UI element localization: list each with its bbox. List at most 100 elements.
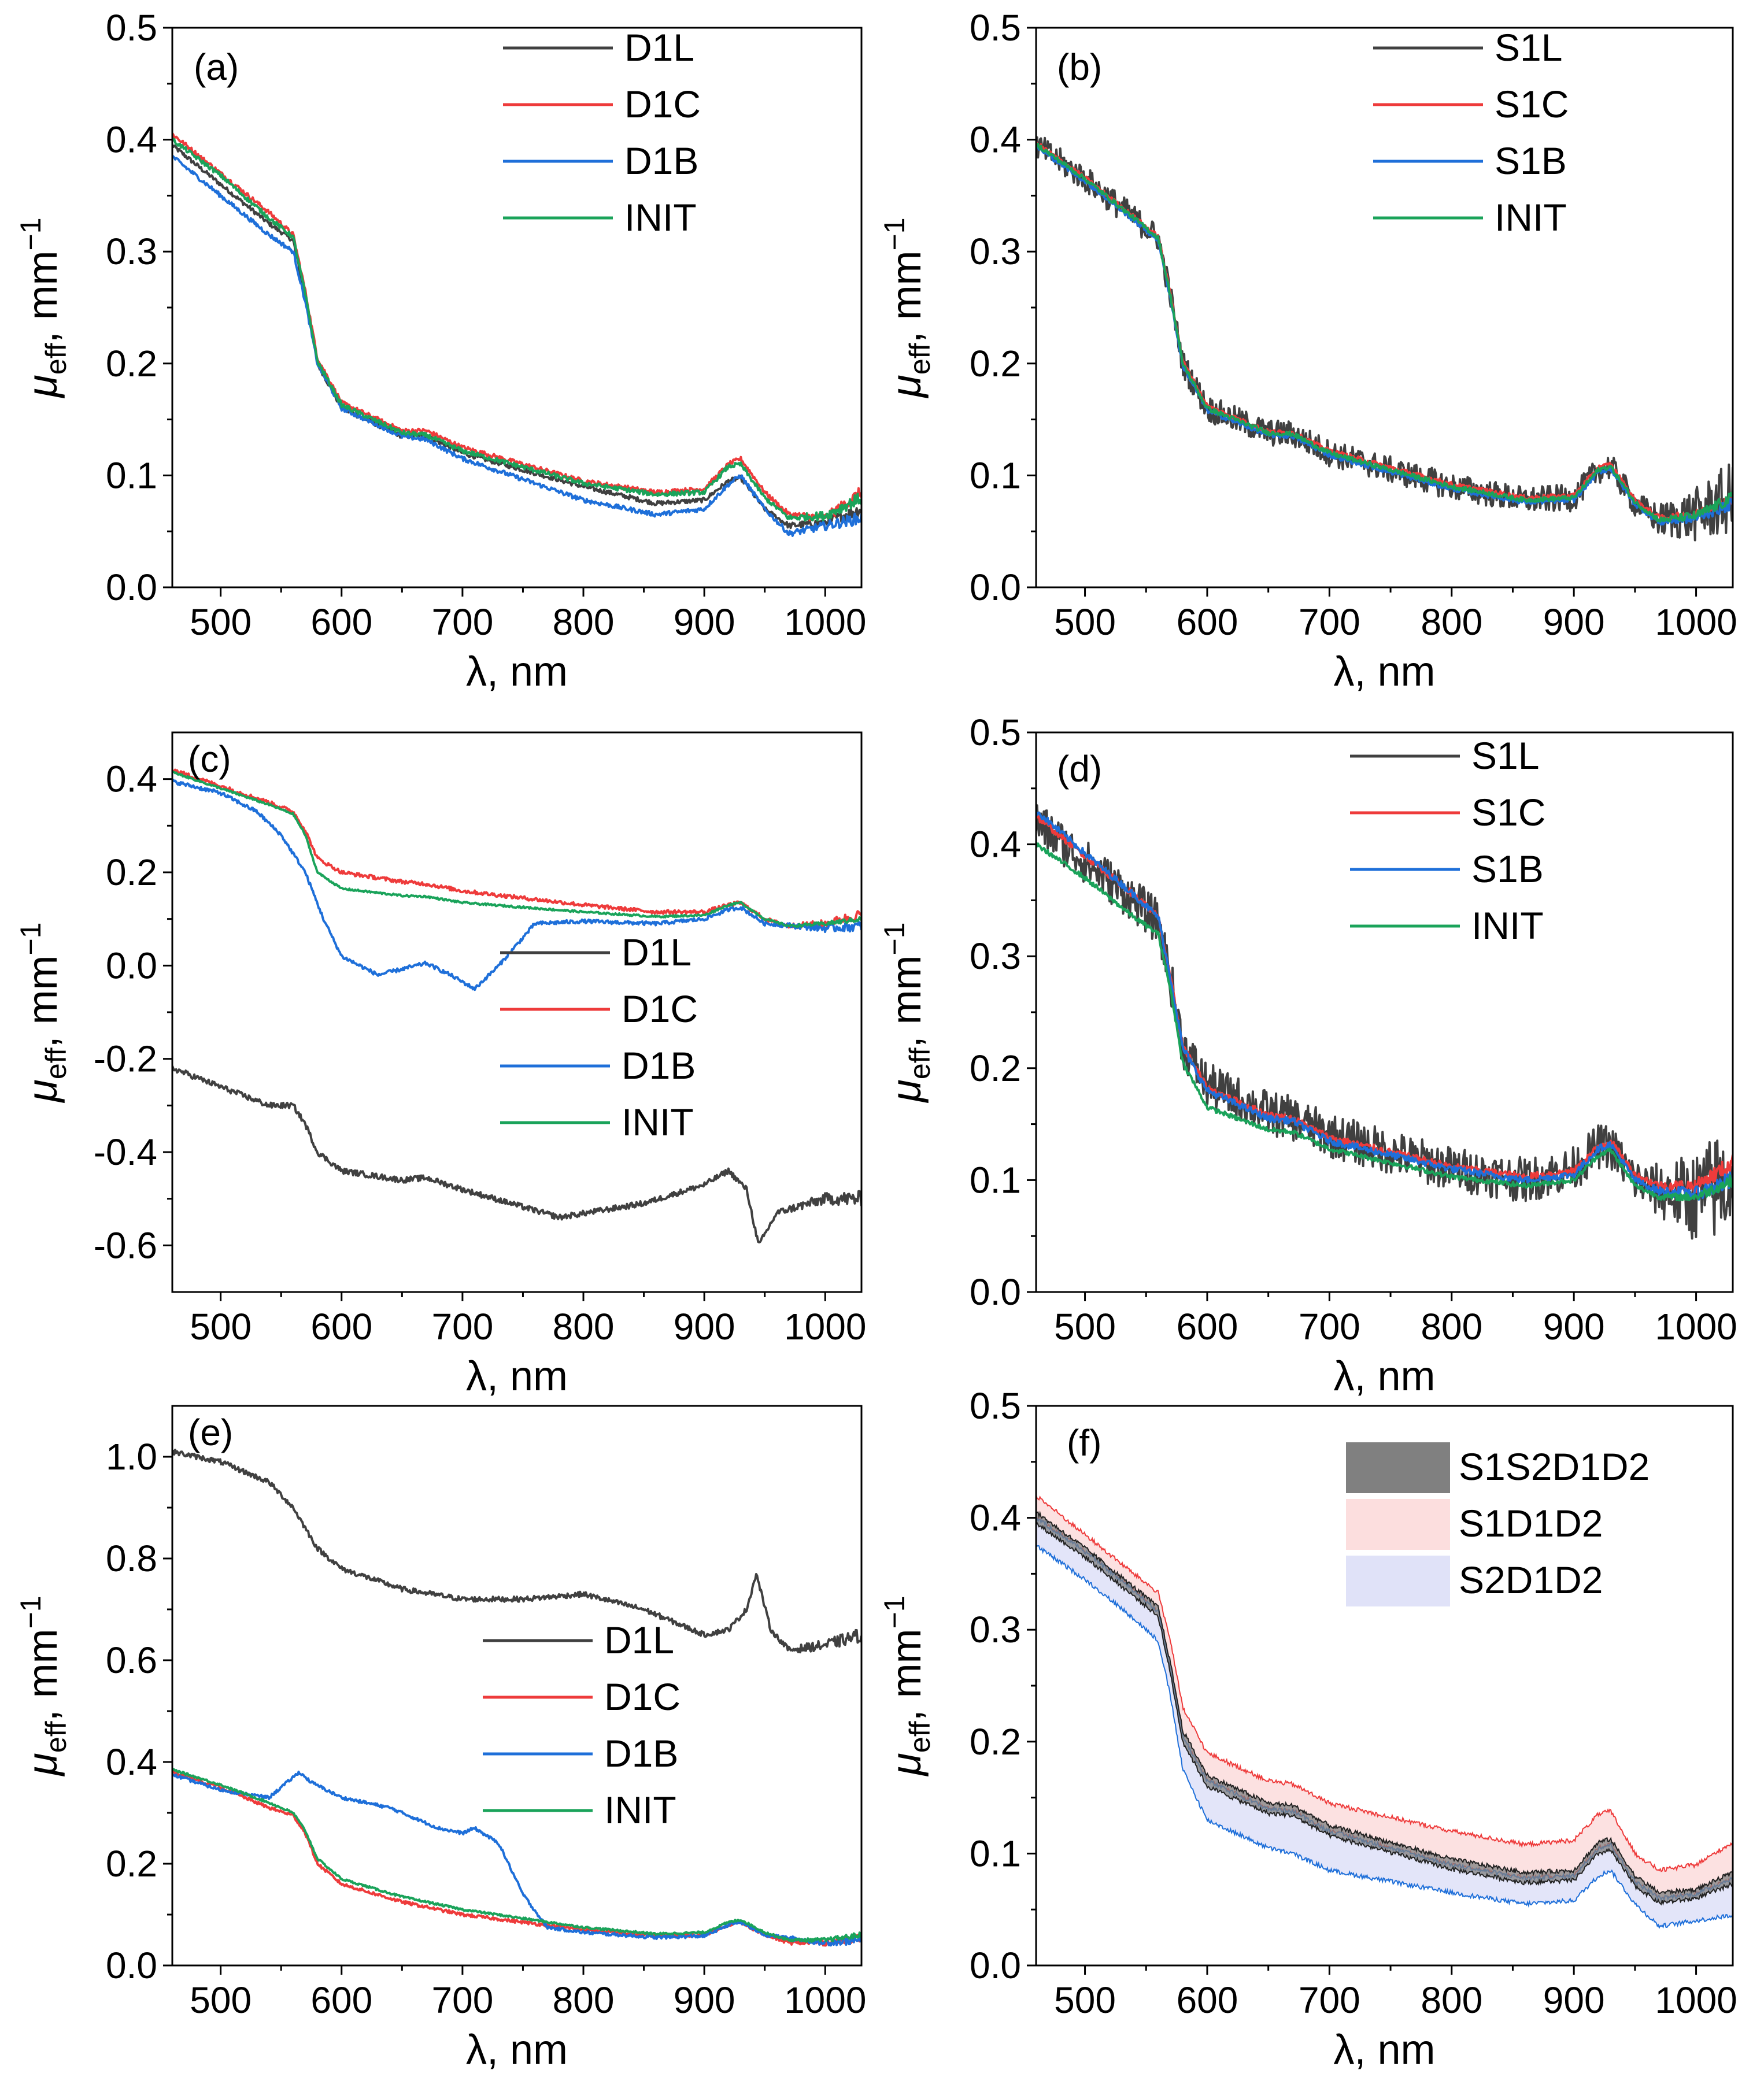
x-tick-label: 500 xyxy=(190,601,252,643)
y-tick-label: 0.0 xyxy=(970,1945,1021,1986)
y-tick-label: 0.3 xyxy=(970,1609,1021,1650)
legend-entry: INIT xyxy=(622,1101,694,1143)
plot-area-a xyxy=(172,132,861,537)
y-tick-label: 0.1 xyxy=(970,454,1021,496)
legend-entry: D1C xyxy=(622,987,698,1030)
x-tick-label: 800 xyxy=(553,1979,615,2021)
legend-entry: INIT xyxy=(624,196,697,239)
x-tick-label: 500 xyxy=(1054,1979,1116,2021)
y-tick-label: 0.5 xyxy=(970,1385,1021,1427)
x-tick-label: 800 xyxy=(1421,601,1482,643)
y-tick-label: 0.2 xyxy=(106,1843,157,1885)
legend-entry: S1L xyxy=(1471,734,1539,777)
y-tick-label: -0.4 xyxy=(94,1131,157,1173)
x-tick-label: 700 xyxy=(1299,601,1360,643)
y-tick-label: 0.2 xyxy=(970,1047,1021,1089)
y-axis-label: μeff, mm−1 xyxy=(878,1595,936,1776)
y-axis-label: μeff, mm−1 xyxy=(14,1595,72,1776)
panel-label: (d) xyxy=(1057,748,1102,790)
x-tick-label: 1000 xyxy=(784,1979,866,2021)
plot-area-d xyxy=(1036,804,1733,1240)
y-tick-label: 0.2 xyxy=(970,343,1021,384)
series-D1C xyxy=(172,132,861,521)
x-tick-label: 1000 xyxy=(1655,601,1737,643)
x-tick-label: 800 xyxy=(553,601,615,643)
y-tick-label: -0.6 xyxy=(94,1224,157,1266)
band-lower-S1S2D1D2 xyxy=(1036,1522,1733,1906)
axes-frame-e xyxy=(171,1405,863,1967)
x-tick-label: 700 xyxy=(1299,1979,1360,2021)
legend: S1S2D1D2 S1D1D2 S2D1D2 xyxy=(1346,1442,1650,1606)
series-INIT xyxy=(172,138,861,522)
panel-f: 500 600 700 800 900 1000 0.0 0.1 0.2 0.3 0.4 0.5 λ, … xyxy=(878,1385,1737,2073)
plot-area-c xyxy=(172,768,861,1243)
x-tick-label: 600 xyxy=(310,1306,372,1347)
x-axis-label: λ, nm xyxy=(466,649,568,695)
band-upper-S1S2D1D2 xyxy=(1036,1511,1733,1896)
legend-swatch xyxy=(1346,1442,1450,1493)
legend-entry: D1B xyxy=(604,1732,678,1775)
axes-frame-a xyxy=(171,27,863,588)
y-tick-label: 0.2 xyxy=(106,343,157,384)
x-tick-label: 600 xyxy=(1177,1979,1238,2021)
y-tick-label: 0.2 xyxy=(106,852,157,893)
x-tick-label: 600 xyxy=(1177,601,1238,643)
y-tick-label: 0.1 xyxy=(106,454,157,496)
x-tick-label: 700 xyxy=(1299,1306,1360,1347)
x-tick-label: 600 xyxy=(310,601,372,643)
legend: D1L D1C D1B INIT xyxy=(483,1619,681,1831)
x-axis-label: λ, nm xyxy=(1333,649,1435,695)
x-tick-label: 700 xyxy=(432,1306,494,1347)
legend-entry: S1B xyxy=(1471,847,1544,890)
series-INIT xyxy=(172,1768,861,1943)
legend-entry: S1S2D1D2 xyxy=(1459,1445,1650,1488)
x-tick-label: 1000 xyxy=(1655,1979,1737,2021)
x-tick-label: 600 xyxy=(1177,1306,1238,1347)
x-tick-label: 500 xyxy=(1054,1306,1116,1347)
x-tick-label: 1000 xyxy=(784,1306,866,1347)
panel-e: 500 600 700 800 900 1000 0.0 0.2 0.4 0.6 0.8 1.0 λ, … xyxy=(14,1405,866,2073)
axes-frame-d xyxy=(1035,731,1734,1293)
y-tick-label: 0.0 xyxy=(106,945,157,986)
y-tick-label: 0.1 xyxy=(970,1159,1021,1201)
y-tick-label: 0.3 xyxy=(970,935,1021,977)
legend: D1L D1C D1B INIT xyxy=(500,931,698,1143)
legend-entry: D1C xyxy=(604,1675,681,1718)
axes-frame-b xyxy=(1035,27,1734,588)
legend-entry: D1L xyxy=(624,26,694,69)
legend: S1L S1C S1B INIT xyxy=(1350,734,1545,947)
x-tick-label: 900 xyxy=(1543,1306,1605,1347)
x-axis-label: λ, nm xyxy=(1333,2027,1435,2073)
x-tick-label: 500 xyxy=(190,1306,252,1347)
x-axis-label: λ, nm xyxy=(466,1353,568,1400)
y-tick-label: 0.2 xyxy=(970,1721,1021,1763)
panel-d: 500 600 700 800 900 1000 0.0 0.1 0.2 0.3 0.4 0.5 λ, … xyxy=(878,712,1737,1400)
y-tick-label: 0.5 xyxy=(970,7,1021,49)
y-axis-label: μeff, mm−1 xyxy=(14,922,72,1103)
series-D1B xyxy=(172,154,861,537)
x-tick-label: 700 xyxy=(432,601,494,643)
legend-entry: INIT xyxy=(1471,904,1544,947)
legend-entry: S1B xyxy=(1495,139,1567,182)
legend-entry: S1L xyxy=(1495,26,1562,69)
x-axis-label: λ, nm xyxy=(466,2027,568,2073)
x-tick-label: 900 xyxy=(674,1979,735,2021)
x-tick-label: 600 xyxy=(310,1979,372,2021)
y-tick-label: 0.4 xyxy=(106,758,157,800)
panel-b: 500 600 700 800 900 1000 0.0 0.1 0.2 0.3 0.4 0.5 λ, … xyxy=(878,7,1737,695)
panel-a: 500 600 700 800 900 1000 0.0 0.1 0.2 0.3 0.4 0.5 λ, … xyxy=(14,7,866,695)
y-tick-label: -0.2 xyxy=(94,1038,157,1080)
x-tick-label: 500 xyxy=(190,1979,252,2021)
y-tick-label: 0.1 xyxy=(970,1833,1021,1874)
y-tick-label: 0.4 xyxy=(106,119,157,161)
legend-entry: D1B xyxy=(622,1044,696,1087)
legend-entry: S1C xyxy=(1495,83,1569,125)
x-tick-label: 900 xyxy=(1543,1979,1605,2021)
legend-entry: D1L xyxy=(604,1619,674,1661)
y-axis-label: μeff, mm−1 xyxy=(14,217,72,398)
series-S1B xyxy=(1036,811,1733,1201)
series-S1L xyxy=(1036,804,1733,1240)
y-tick-label: 0.4 xyxy=(970,1497,1021,1539)
legend-swatch xyxy=(1346,1499,1450,1550)
